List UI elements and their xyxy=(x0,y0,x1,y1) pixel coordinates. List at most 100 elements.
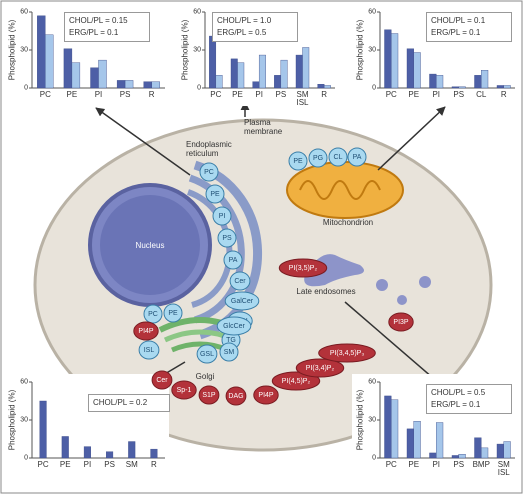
lipid-label: PC xyxy=(204,169,214,176)
lipid-label: GSL xyxy=(200,351,214,358)
lipid-label: PI4P xyxy=(258,392,274,399)
arrow xyxy=(377,106,446,171)
lipid-bubble xyxy=(205,184,225,204)
bar xyxy=(317,83,325,89)
lipid-bubble xyxy=(217,228,237,248)
bar xyxy=(413,52,421,89)
lipid-bubble xyxy=(224,291,260,311)
bar xyxy=(258,54,266,89)
lipid-bubble xyxy=(347,147,367,167)
lipid-bubble xyxy=(143,304,163,324)
lipid-label: PE xyxy=(210,191,220,198)
lipid-bubble xyxy=(225,386,247,406)
bar xyxy=(274,75,282,89)
panel xyxy=(177,4,339,106)
bar xyxy=(209,35,217,89)
panel xyxy=(4,4,169,106)
lipid-label: DAG xyxy=(228,393,243,400)
bar xyxy=(458,454,466,459)
bar xyxy=(391,33,399,89)
bar xyxy=(451,455,459,459)
lipid-bubble xyxy=(171,380,197,400)
bar xyxy=(323,85,331,89)
lipid-bubble xyxy=(216,316,252,336)
lipid-bubble xyxy=(198,385,220,405)
bar xyxy=(391,399,399,459)
lipid-bubble xyxy=(308,148,328,168)
vesicle xyxy=(397,295,407,305)
lipid-label: ISL xyxy=(144,347,155,354)
bar xyxy=(302,47,310,89)
lipid-label: PI3P xyxy=(393,319,409,326)
bar xyxy=(413,421,421,459)
bar xyxy=(151,81,160,89)
vesicle xyxy=(376,279,388,291)
lipid-bubble xyxy=(253,385,279,405)
lipid-bubble xyxy=(278,258,328,278)
lipid-label: S1P xyxy=(202,392,216,399)
lipid-label: PI(3,4)P₂ xyxy=(306,365,335,372)
bar xyxy=(458,86,466,89)
bar xyxy=(406,428,414,459)
bar xyxy=(503,85,511,89)
lipid-bubble xyxy=(328,147,348,167)
panel xyxy=(352,4,519,106)
arrow xyxy=(95,107,191,176)
bar xyxy=(128,441,136,459)
lipid-bubble xyxy=(138,340,160,360)
lipid-label: Sp-1 xyxy=(177,387,192,394)
bar xyxy=(451,86,459,89)
bar xyxy=(230,58,238,89)
vesicle xyxy=(419,276,431,288)
bar xyxy=(429,73,437,89)
lipid-label: PI xyxy=(219,213,226,220)
panel xyxy=(352,374,519,476)
lipid-bubble xyxy=(288,151,308,171)
bar xyxy=(98,59,107,89)
bar xyxy=(481,70,489,89)
bar xyxy=(106,451,114,459)
lipid-label: PA xyxy=(229,257,238,264)
lipid-bubble xyxy=(295,358,345,378)
bar xyxy=(45,34,54,89)
lipid-label: PI(4,5)P₂ xyxy=(282,378,311,385)
lipid-bubble xyxy=(133,321,159,341)
bar xyxy=(429,452,437,459)
bar xyxy=(384,29,392,89)
bar xyxy=(295,54,303,89)
lipid-label: Cer xyxy=(156,377,168,384)
lipid-label: CL xyxy=(334,154,343,161)
bar xyxy=(90,67,99,89)
bar xyxy=(150,448,158,459)
bar xyxy=(71,62,81,89)
bar xyxy=(481,447,489,459)
lipid-label: PE xyxy=(168,310,178,317)
lipid-bubble xyxy=(223,250,243,270)
lipid-label: PI4P xyxy=(138,328,154,335)
lipid-bubble xyxy=(151,370,173,390)
bar xyxy=(474,437,482,459)
lipid-bubble xyxy=(388,312,414,332)
panel xyxy=(4,374,169,476)
lipid-label: PS xyxy=(222,235,232,242)
lipid-label: PI(3,5)P₂ xyxy=(289,265,318,272)
bar xyxy=(215,75,223,89)
arrow xyxy=(344,301,441,385)
bar xyxy=(63,48,73,89)
mitochondrion xyxy=(286,161,404,219)
lipid-label: PI(3,4,5)P₃ xyxy=(330,350,365,357)
lipid-bubble xyxy=(229,271,251,291)
lipid-label: GalCer xyxy=(231,298,254,305)
bar xyxy=(237,62,245,89)
lipid-bubble xyxy=(219,342,239,362)
lipid-bubble xyxy=(212,206,232,226)
bar xyxy=(143,81,152,89)
bar xyxy=(436,422,444,459)
lipid-bubble xyxy=(271,371,321,391)
bar xyxy=(61,436,69,459)
bar xyxy=(406,48,414,89)
bar xyxy=(116,80,126,89)
